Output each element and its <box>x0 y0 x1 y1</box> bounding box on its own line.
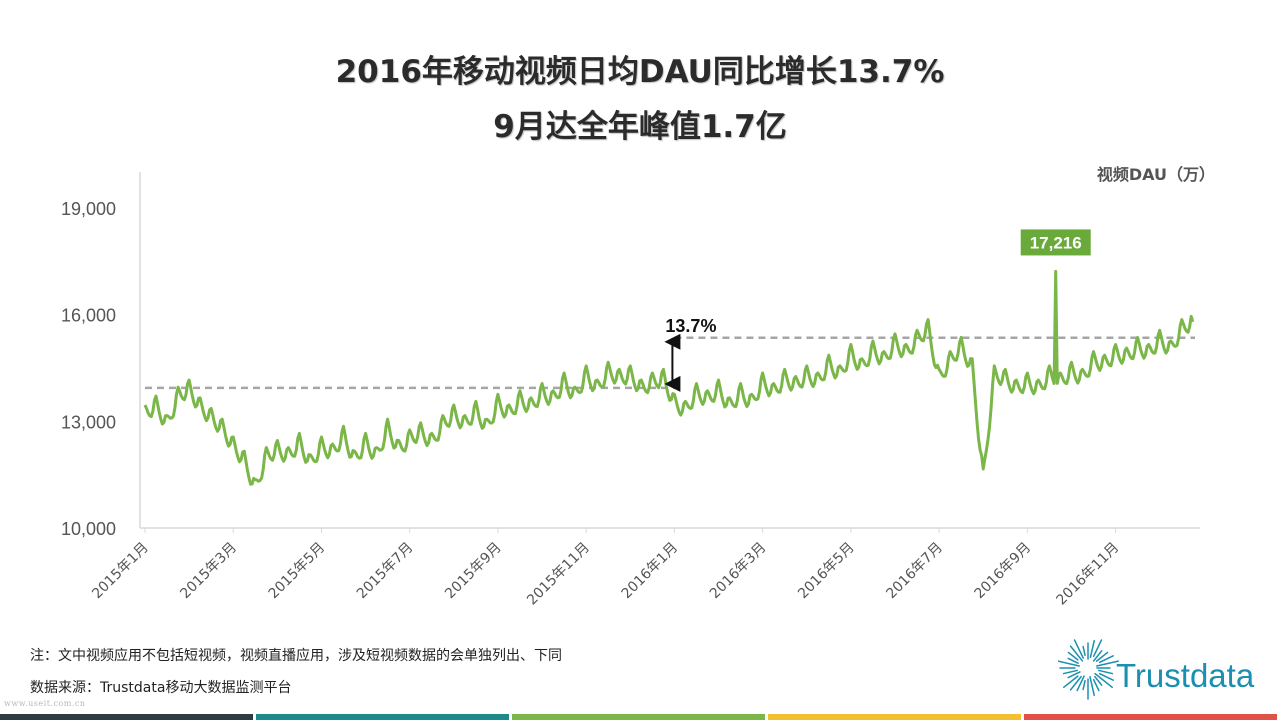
logo-ray <box>1094 672 1113 689</box>
logo-ray <box>1067 657 1079 664</box>
logo-ray <box>1095 651 1109 662</box>
x-tick-label: 2015年1月 <box>89 540 152 603</box>
peak-label: 17,216 <box>1030 233 1082 252</box>
data-source: 数据来源：Trustdata移动大数据监测平台 <box>30 680 292 696</box>
logo-ray <box>1082 679 1086 691</box>
logo-ray <box>1098 655 1114 664</box>
logo-ray <box>1094 675 1103 686</box>
logo-ray <box>1097 669 1114 675</box>
x-tick-label: 2016年11月 <box>1054 540 1123 609</box>
logo-ray <box>1062 669 1079 675</box>
logo-ray <box>1067 651 1079 661</box>
y-tick-label: 19,000 <box>61 199 116 219</box>
footer-bar-segment <box>768 714 1021 720</box>
logo-ray <box>1073 639 1084 659</box>
dau-series-line <box>143 269 1195 486</box>
logo-ray <box>1069 645 1084 662</box>
x-tick-label: 2015年5月 <box>266 540 329 603</box>
x-tick-label: 2015年3月 <box>177 540 240 603</box>
logo-ray <box>1092 678 1100 692</box>
growth-label: 13.7% <box>665 316 716 336</box>
watermark: www.useit.com.cn <box>4 699 86 708</box>
logo-ray <box>1057 660 1080 667</box>
peak-label-box <box>1020 229 1091 256</box>
footnote: 注：文中视频应用不包括短视频，视频直播应用，涉及短视频数据的会单独列出、下同 <box>30 648 562 664</box>
x-tick-label: 2015年9月 <box>442 540 505 603</box>
chart-title-line-1: 2016年移动视频日均DAU同比增长13.7% <box>335 54 945 90</box>
trustdata-logo: Trustdata <box>1057 632 1268 706</box>
chart-area: 19,000 16,000 13,000 10,000 视频DAU（万） 2015年1月 2… <box>61 165 1215 609</box>
x-tick-label: 2016年9月 <box>972 540 1035 603</box>
logo-ray <box>1092 650 1103 662</box>
footer-bar-segment <box>1024 714 1277 720</box>
logo-text: Trustdata <box>1116 657 1255 694</box>
logo-ray <box>1063 675 1079 689</box>
logo-ray <box>1096 660 1119 667</box>
x-tick-label: 2016年1月 <box>619 540 682 603</box>
chart-title-line-2: 9月达全年峰值1.7亿 <box>493 109 787 145</box>
y-tick-label: 16,000 <box>61 306 116 326</box>
footer-bar-segment <box>0 714 253 720</box>
x-tick-label: 2015年11月 <box>524 540 593 609</box>
logo-ray <box>1089 676 1095 697</box>
x-tick-label: 2015年7月 <box>354 540 417 603</box>
logo-ray <box>1098 672 1114 681</box>
logo-ray <box>1089 639 1095 659</box>
y-axis-label: 视频DAU（万） <box>1097 165 1215 184</box>
y-tick-label: 13,000 <box>61 412 116 432</box>
x-tick-label: 2016年3月 <box>707 540 770 603</box>
logo-ray <box>1067 671 1081 679</box>
logo-ray <box>1069 675 1082 691</box>
logo-ray <box>1092 639 1103 658</box>
footer-bar-segment <box>512 714 765 720</box>
x-tick-label: 2016年5月 <box>795 540 858 603</box>
logo-ray <box>1076 675 1085 692</box>
logo-ray <box>1082 645 1086 657</box>
y-tick-label: 10,000 <box>61 519 116 539</box>
sunburst-logo-icon: Trustdata <box>1057 639 1255 700</box>
footer-bar-segment <box>256 714 509 720</box>
x-tick-label: 2016年7月 <box>883 540 946 603</box>
